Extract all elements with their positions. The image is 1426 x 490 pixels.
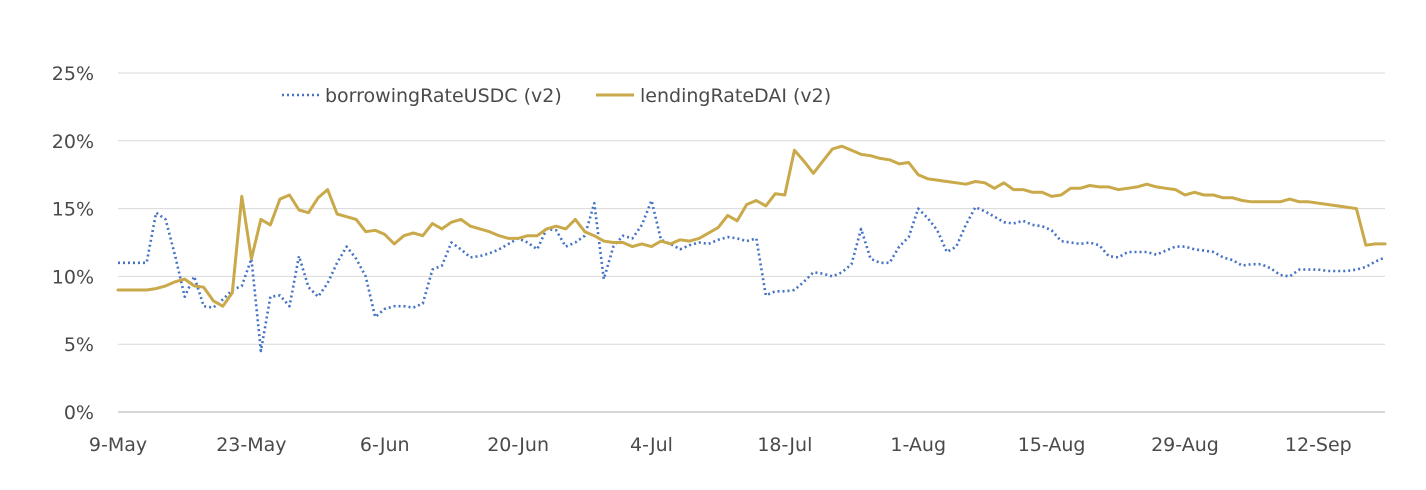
gridlines: [118, 72, 1385, 345]
legend-label: lendingRateDAI (v2): [640, 85, 831, 107]
y-tick-label: 10%: [52, 266, 94, 288]
y-tick-label: 25%: [52, 63, 94, 85]
x-tick-label: 15-Aug: [1018, 434, 1086, 456]
x-tick-label: 9-May: [89, 434, 147, 456]
y-tick-label: 0%: [64, 402, 94, 424]
x-tick-label: 23-May: [216, 434, 286, 456]
x-tick-label: 4-Jul: [630, 434, 673, 456]
x-tick-label: 12-Sep: [1285, 434, 1352, 456]
axes: 0% 5% 10% 15% 20% 25% 9-May 23-May 6-Jun 20-Jun 4-…: [52, 63, 1385, 456]
x-tick-label: 20-Jun: [487, 434, 549, 456]
series-0: [118, 199, 1386, 353]
y-tick-label: 20%: [52, 131, 94, 153]
series-line: [118, 199, 1386, 353]
series-lines: [116, 144, 1387, 353]
x-tick-label: 18-Jul: [757, 434, 812, 456]
legend-label: borrowingRateUSDC (v2): [325, 85, 562, 107]
series-line: [116, 144, 1387, 308]
series-1: [116, 144, 1387, 308]
y-tick-label: 5%: [64, 334, 94, 356]
x-tick-label: 29-Aug: [1151, 434, 1219, 456]
legend: borrowingRateUSDC (v2) lendingRateDAI (v2…: [282, 85, 831, 107]
x-tick-label: 1-Aug: [890, 434, 946, 456]
y-tick-label: 15%: [52, 199, 94, 221]
x-tick-label: 6-Jun: [360, 434, 410, 456]
